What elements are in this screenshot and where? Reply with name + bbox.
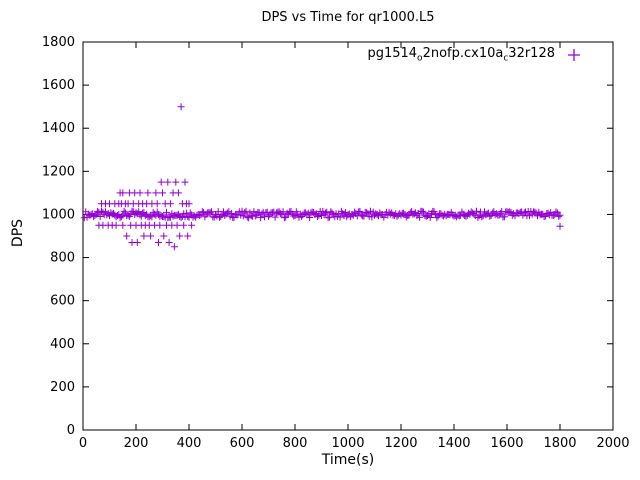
svg-text:200: 200 — [50, 380, 75, 395]
x-ticks — [82, 42, 614, 430]
y-axis-label: DPS — [10, 218, 26, 248]
svg-text:400: 400 — [50, 337, 75, 352]
svg-text:800: 800 — [50, 251, 75, 266]
svg-text:1400: 1400 — [437, 436, 470, 451]
svg-text:1400: 1400 — [42, 121, 75, 136]
svg-text:600: 600 — [230, 436, 255, 451]
y-tick-labels: 0 200 400 600 800 1000 1200 1400 1600 1800 — [42, 35, 75, 438]
svg-text:400: 400 — [177, 436, 202, 451]
svg-text:800: 800 — [283, 436, 308, 451]
legend: pg1514o2nofp.cx10ac32r128 — [367, 46, 582, 64]
svg-text:1600: 1600 — [490, 436, 523, 451]
svg-text:1000: 1000 — [42, 207, 75, 222]
svg-text:1200: 1200 — [42, 164, 75, 179]
chart-title: DPS vs Time for qr1000.L5 — [261, 10, 435, 25]
svg-text:0: 0 — [67, 423, 75, 438]
svg-text:600: 600 — [50, 294, 75, 309]
svg-text:1000: 1000 — [331, 436, 364, 451]
svg-text:200: 200 — [124, 436, 149, 451]
plus-marker-icon — [568, 48, 580, 61]
svg-text:2000: 2000 — [596, 436, 629, 451]
x-axis-label: Time(s) — [321, 452, 375, 468]
svg-text:1800: 1800 — [543, 436, 576, 451]
svg-text:0: 0 — [79, 436, 87, 451]
legend-label: pg1514o2nofp.cx10ac32r128 — [367, 46, 555, 64]
data-points — [80, 103, 564, 251]
x-tick-labels: 0 200 400 600 800 1000 1200 1400 1600 1800 2000 — [79, 436, 630, 451]
svg-text:1800: 1800 — [42, 35, 75, 50]
svg-text:1200: 1200 — [384, 436, 417, 451]
svg-text:1600: 1600 — [42, 78, 75, 93]
